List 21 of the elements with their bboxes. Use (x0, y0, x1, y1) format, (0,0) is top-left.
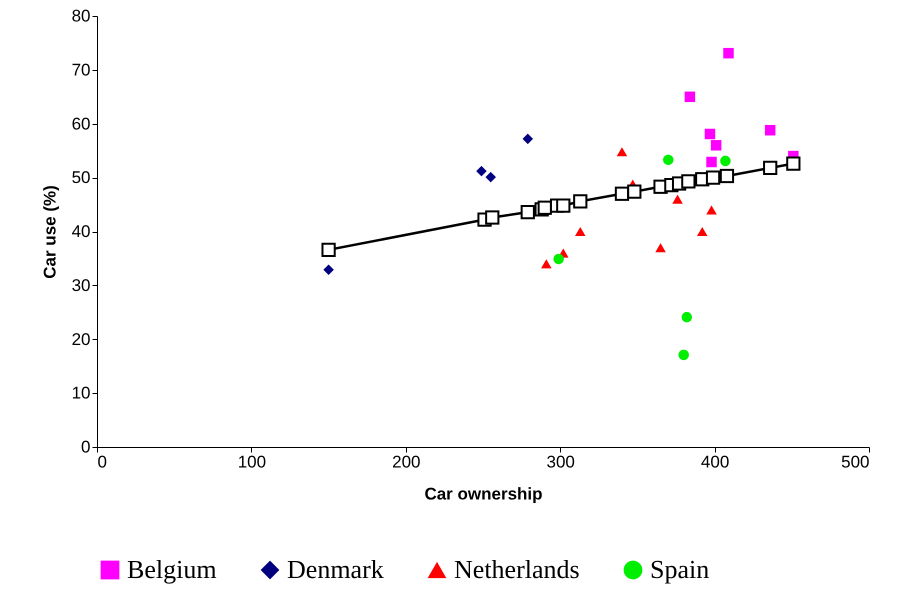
x-tick-label: 500 (841, 452, 870, 472)
y-tick-label: 70 (72, 60, 90, 80)
x-axis-title: Car ownership (424, 484, 543, 504)
legend-label: Belgium (127, 555, 217, 584)
y-tick-label: 60 (72, 114, 90, 134)
legend-label: Spain (650, 555, 710, 584)
x-tick-label: 100 (238, 452, 266, 472)
y-tick-label: 30 (72, 276, 90, 295)
y-tick-label: 40 (72, 222, 90, 241)
legend-label: Denmark (287, 555, 384, 584)
legend-label: Netherlands (454, 555, 580, 584)
y-tick-label: 20 (72, 330, 90, 349)
y-tick-label: 50 (72, 168, 90, 188)
x-tick-label: 300 (546, 452, 575, 472)
y-tick-label: 80 (72, 6, 90, 26)
x-tick-label: 400 (700, 452, 730, 472)
x-tick-label: 0 (98, 452, 107, 472)
y-axis-title: Car use (%) (40, 185, 60, 279)
x-tick-label: 200 (392, 452, 420, 472)
y-tick-label: 0 (81, 438, 90, 456)
y-tick-label: 10 (72, 384, 90, 403)
